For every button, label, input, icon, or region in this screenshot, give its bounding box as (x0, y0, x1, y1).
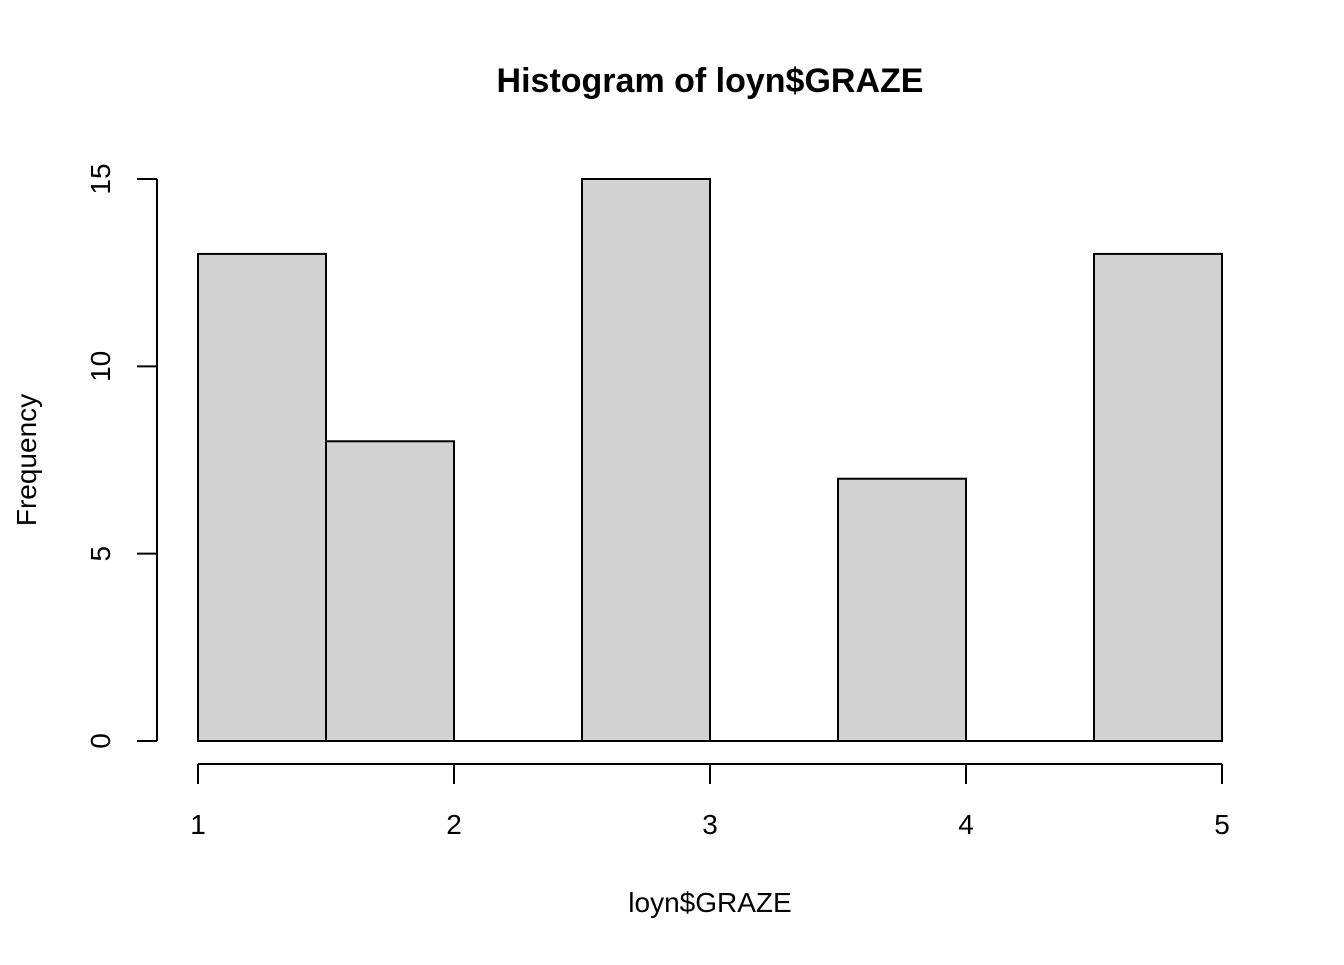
y-tick-label-1: 5 (85, 546, 116, 562)
x-tick-label-1: 2 (446, 809, 462, 840)
y-axis-label: Frequency (11, 394, 42, 526)
y-tick-label-0: 0 (85, 733, 116, 749)
histogram-bar-1 (325, 440, 455, 742)
x-axis-label: loyn$GRAZE (628, 887, 791, 918)
histogram-bar-5 (837, 477, 967, 742)
x-tick-label-0: 1 (190, 809, 206, 840)
x-axis: 1 2 3 4 5 (190, 763, 1230, 840)
x-tick-label-2: 3 (702, 809, 718, 840)
chart-title: Histogram of loyn$GRAZE (497, 62, 924, 100)
y-tick-label-3: 15 (85, 163, 116, 194)
histogram-bar-7 (1093, 252, 1223, 743)
bars-group (197, 178, 1223, 743)
histogram-bar-0 (197, 252, 327, 743)
y-tick-label-2: 10 (85, 351, 116, 382)
y-axis: 0 5 10 15 (85, 163, 158, 749)
x-tick-label-3: 4 (958, 809, 974, 840)
histogram-bar-3 (581, 178, 711, 742)
x-tick-label-4: 5 (1214, 809, 1230, 840)
